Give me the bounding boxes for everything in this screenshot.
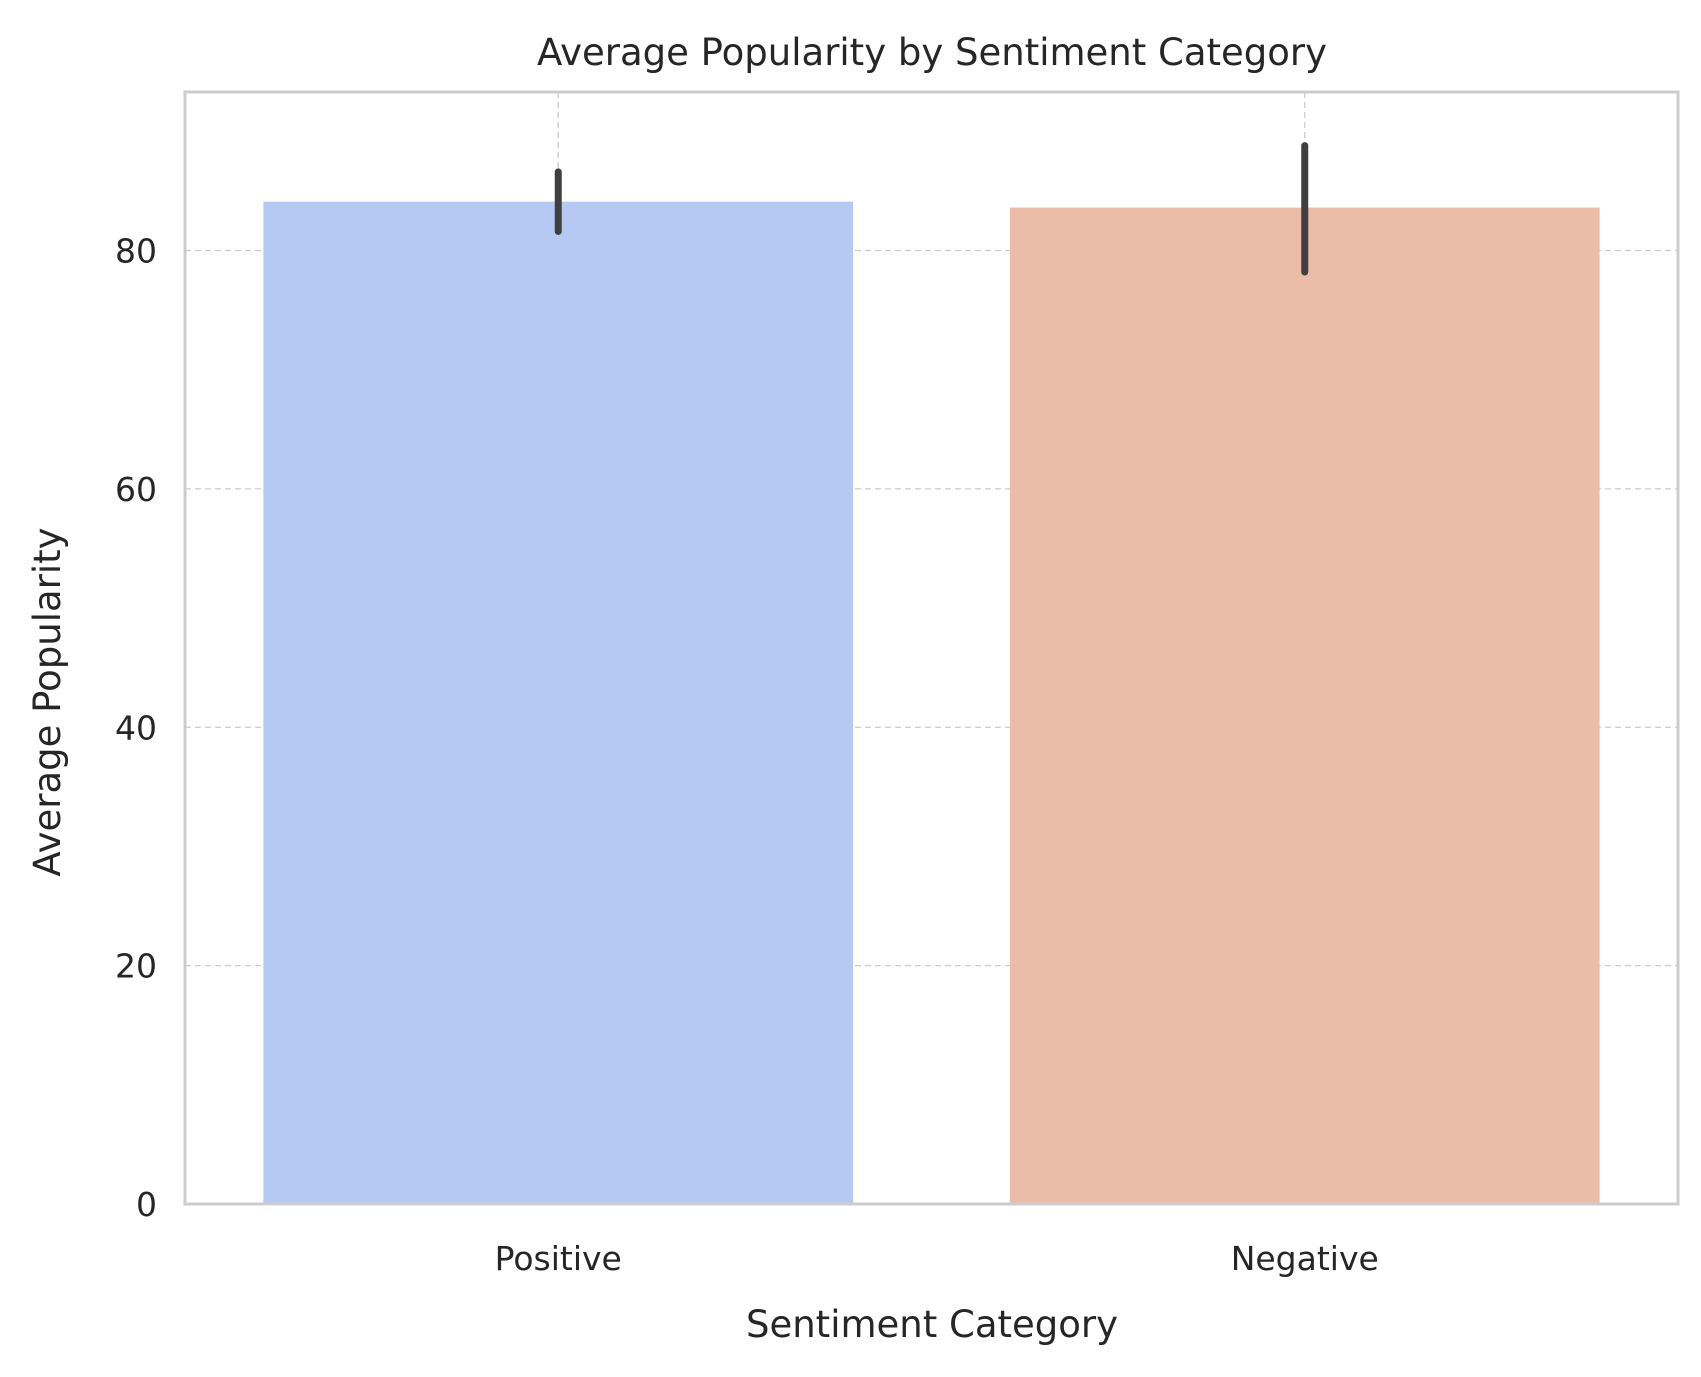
bars <box>263 201 1600 1205</box>
x-axis-label: Sentiment Category <box>746 1303 1118 1346</box>
y-tick-label: 40 <box>115 708 157 747</box>
x-tick-label: Negative <box>1231 1239 1379 1278</box>
y-tick-label: 20 <box>115 947 157 986</box>
chart-title: Average Popularity by Sentiment Category <box>537 31 1327 74</box>
y-tick-label: 0 <box>136 1185 157 1224</box>
y-tick-label: 80 <box>115 232 157 271</box>
error-bars <box>554 142 1309 276</box>
x-tick-labels: Positive Negative <box>495 1239 1379 1278</box>
y-tick-label: 60 <box>115 470 157 509</box>
bar-positive <box>263 201 854 1205</box>
y-tick-labels: 0 20 40 60 80 <box>115 232 157 1224</box>
x-tick-label: Positive <box>495 1239 622 1278</box>
bar-negative <box>1009 207 1600 1204</box>
plot-frame <box>183 90 1680 1206</box>
y-axis-label: Average Popularity <box>26 527 69 876</box>
